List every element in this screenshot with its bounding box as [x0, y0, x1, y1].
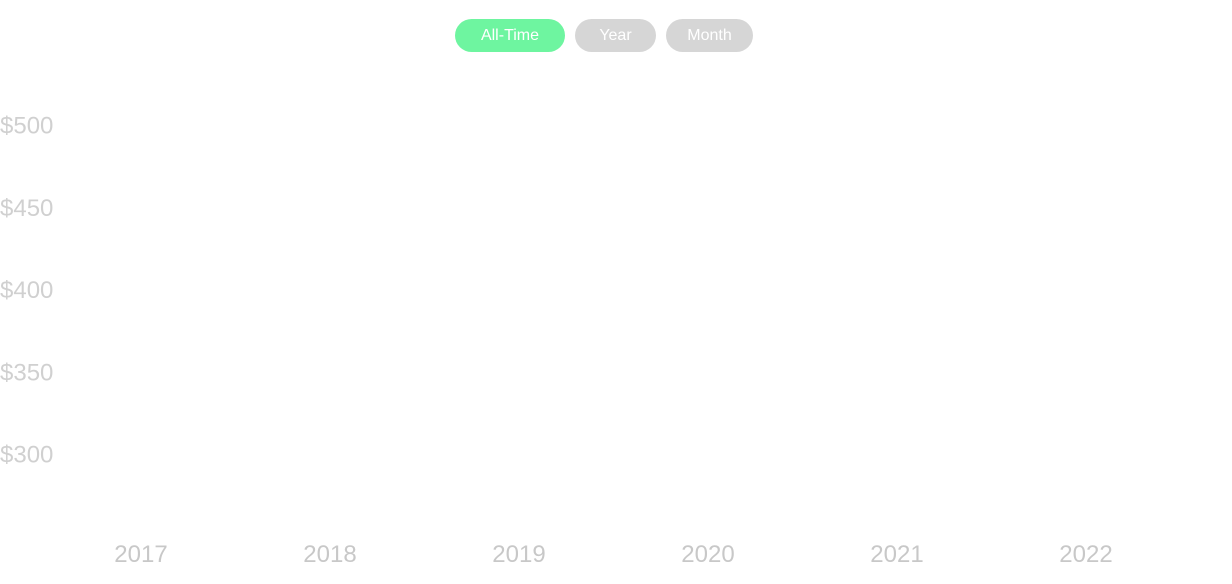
- range-all-time-button[interactable]: All-Time: [455, 18, 565, 52]
- x-tick-label: 2017: [114, 541, 167, 568]
- range-month-button[interactable]: Month: [666, 18, 753, 52]
- y-tick-label: $400: [0, 277, 53, 304]
- x-tick-label: 2020: [681, 541, 734, 568]
- x-axis: 2017 2018 2019 2020 2021 2022: [114, 541, 1112, 568]
- x-tick-label: 2021: [870, 541, 923, 568]
- y-tick-label: $350: [0, 359, 53, 386]
- x-tick-label: 2018: [303, 541, 356, 568]
- range-year-button[interactable]: Year: [575, 18, 656, 52]
- y-axis: $300 $350 $400 $450 $500: [0, 113, 53, 469]
- y-tick-label: $300: [0, 442, 53, 469]
- x-tick-label: 2022: [1059, 541, 1112, 568]
- x-tick-label: 2019: [492, 541, 545, 568]
- y-tick-label: $500: [0, 113, 53, 140]
- y-tick-label: $450: [0, 195, 53, 222]
- range-toggle: All-Time Year Month: [455, 18, 753, 52]
